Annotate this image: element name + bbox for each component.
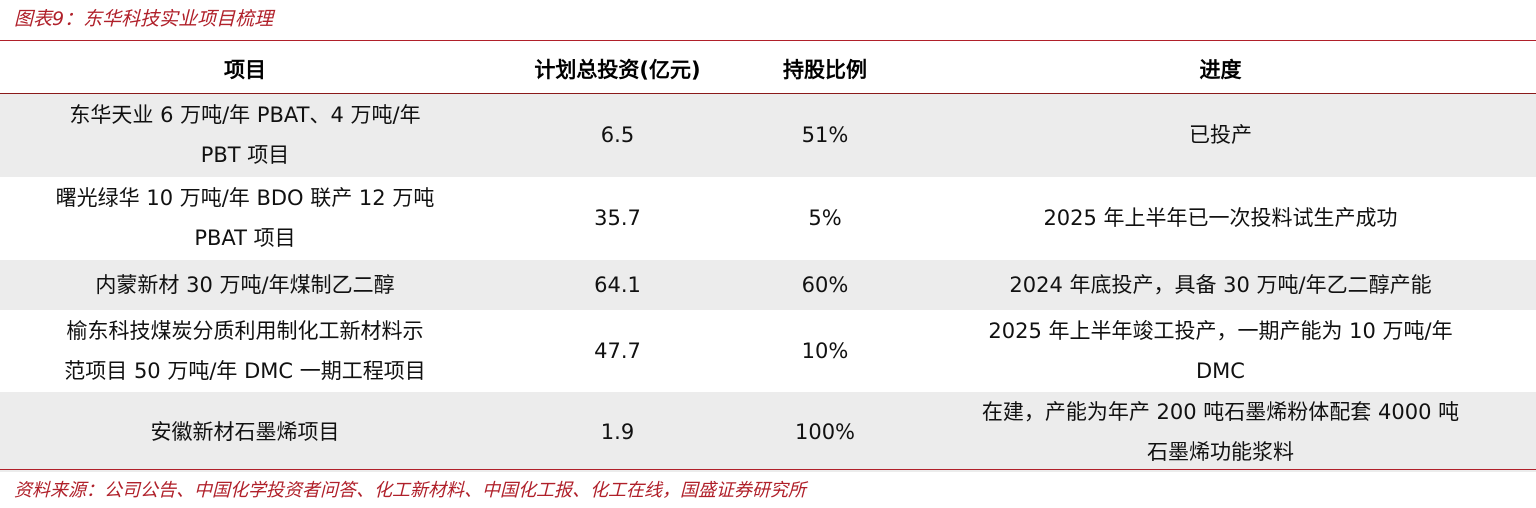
cell-line: 石墨烯功能浆料 (1147, 439, 1294, 464)
cell-line: 范项目 50 万吨/年 DMC 一期工程项目 (64, 358, 426, 383)
column-header: 进度 (905, 45, 1536, 94)
source-note: 资料来源：公司公告、中国化学投资者问答、化工新材料、中国化工报、化工在线，国盛证… (14, 480, 806, 501)
cell-line: 10% (801, 338, 849, 363)
cell-line: 在建，产能为年产 200 吨石墨烯粉体配套 4000 吨 (981, 399, 1460, 424)
table-body: 东华天业 6 万吨/年 PBAT、4 万吨/年 PBT 项目 6.5 51% 已投产曙光… (0, 93, 1536, 472)
table-cell: 10% (745, 310, 905, 392)
cell-line: DMC (1196, 358, 1245, 383)
rule (0, 469, 1536, 470)
header-row: 项目 计划总投资(亿元) 持股比例 进度 (0, 45, 1536, 94)
table-cell: 64.1 (490, 259, 745, 310)
cell-line: 5% (808, 206, 842, 230)
cell-line: 内蒙新材 30 万吨/年煤制乙二醇 (95, 272, 395, 297)
table-cell: 2025 年上半年已一次投料试生产成功 (905, 177, 1536, 260)
table-cell: 安徽新材石墨烯项目 (0, 391, 490, 472)
table-cell: 已投产 (905, 93, 1536, 177)
cell-line: 安徽新材石墨烯项目 (150, 419, 340, 444)
table-cell: 内蒙新材 30 万吨/年煤制乙二醇 (0, 259, 490, 310)
cell-line: 已投产 (1189, 123, 1252, 148)
table-cell: 100% (745, 391, 905, 472)
table-row: 安徽新材石墨烯项目 1.9 100% 在建，产能为年产 200 吨石墨烯粉体配套 40… (0, 391, 1536, 472)
table-cell: 榆东科技煤炭分质利用制化工新材料示 范项目 50 万吨/年 DMC 一期工程项目 (0, 310, 490, 392)
table-cell: 60% (745, 259, 905, 310)
table-cell: 东华天业 6 万吨/年 PBAT、4 万吨/年 PBT 项目 (0, 93, 490, 177)
table-cell: 曙光绿华 10 万吨/年 BDO 联产 12 万吨 PBAT 项目 (0, 177, 490, 260)
table-row: 内蒙新材 30 万吨/年煤制乙二醇 64.1 60% 2024 年底投产，具备 30 … (0, 259, 1536, 310)
cell-line: PBT 项目 (200, 143, 290, 168)
figure-title: 图表9：东华科技实业项目梳理 (14, 8, 274, 30)
table-cell: 1.9 (490, 391, 745, 472)
cell-line: 6.5 (600, 123, 635, 148)
cell-line: 1.9 (600, 419, 635, 444)
table: 项目 计划总投资(亿元) 持股比例 进度 东华天业 6 万吨/年 PBAT、4 万吨/… (0, 45, 1536, 472)
cell-line: 2025 年上半年已一次投料试生产成功 (1043, 206, 1398, 230)
cell-line: 榆东科技煤炭分质利用制化工新材料示 (66, 318, 424, 343)
table-cell: 47.7 (490, 310, 745, 392)
table-cell: 51% (745, 93, 905, 177)
cell-line: 60% (801, 272, 849, 297)
cell-line: 64.1 (594, 272, 641, 297)
table-cell: 6.5 (490, 93, 745, 177)
column-header: 项目 (0, 45, 490, 94)
table-cell: 35.7 (490, 177, 745, 260)
table-cell: 在建，产能为年产 200 吨石墨烯粉体配套 4000 吨石墨烯功能浆料 (905, 391, 1536, 472)
table-row: 东华天业 6 万吨/年 PBAT、4 万吨/年 PBT 项目 6.5 51% 已投产 (0, 93, 1536, 177)
cell-line: 51% (801, 123, 849, 148)
table-cell: 5% (745, 177, 905, 260)
rule (0, 40, 1536, 41)
cell-line: 35.7 (594, 206, 641, 230)
cell-line: PBAT 项目 (194, 226, 296, 250)
cell-line: 东华天业 6 万吨/年 PBAT、4 万吨/年 (69, 103, 421, 128)
cell-line: 2025 年上半年竣工投产，一期产能为 10 万吨/年 (988, 318, 1453, 343)
table-row: 榆东科技煤炭分质利用制化工新材料示 范项目 50 万吨/年 DMC 一期工程项目 4… (0, 310, 1536, 392)
cell-line: 2024 年底投产，具备 30 万吨/年乙二醇产能 (1009, 272, 1432, 297)
table-cell: 2025 年上半年竣工投产，一期产能为 10 万吨/年 DMC (905, 310, 1536, 392)
column-header: 计划总投资(亿元) (490, 45, 745, 94)
column-header: 持股比例 (745, 45, 905, 94)
cell-line: 曙光绿华 10 万吨/年 BDO 联产 12 万吨 (55, 186, 435, 210)
table-row: 曙光绿华 10 万吨/年 BDO 联产 12 万吨 PBAT 项目 35.7 5% 20… (0, 177, 1536, 260)
cell-line: 100% (794, 419, 856, 444)
table-cell: 2024 年底投产，具备 30 万吨/年乙二醇产能 (905, 259, 1536, 310)
cell-line: 47.7 (594, 338, 641, 363)
